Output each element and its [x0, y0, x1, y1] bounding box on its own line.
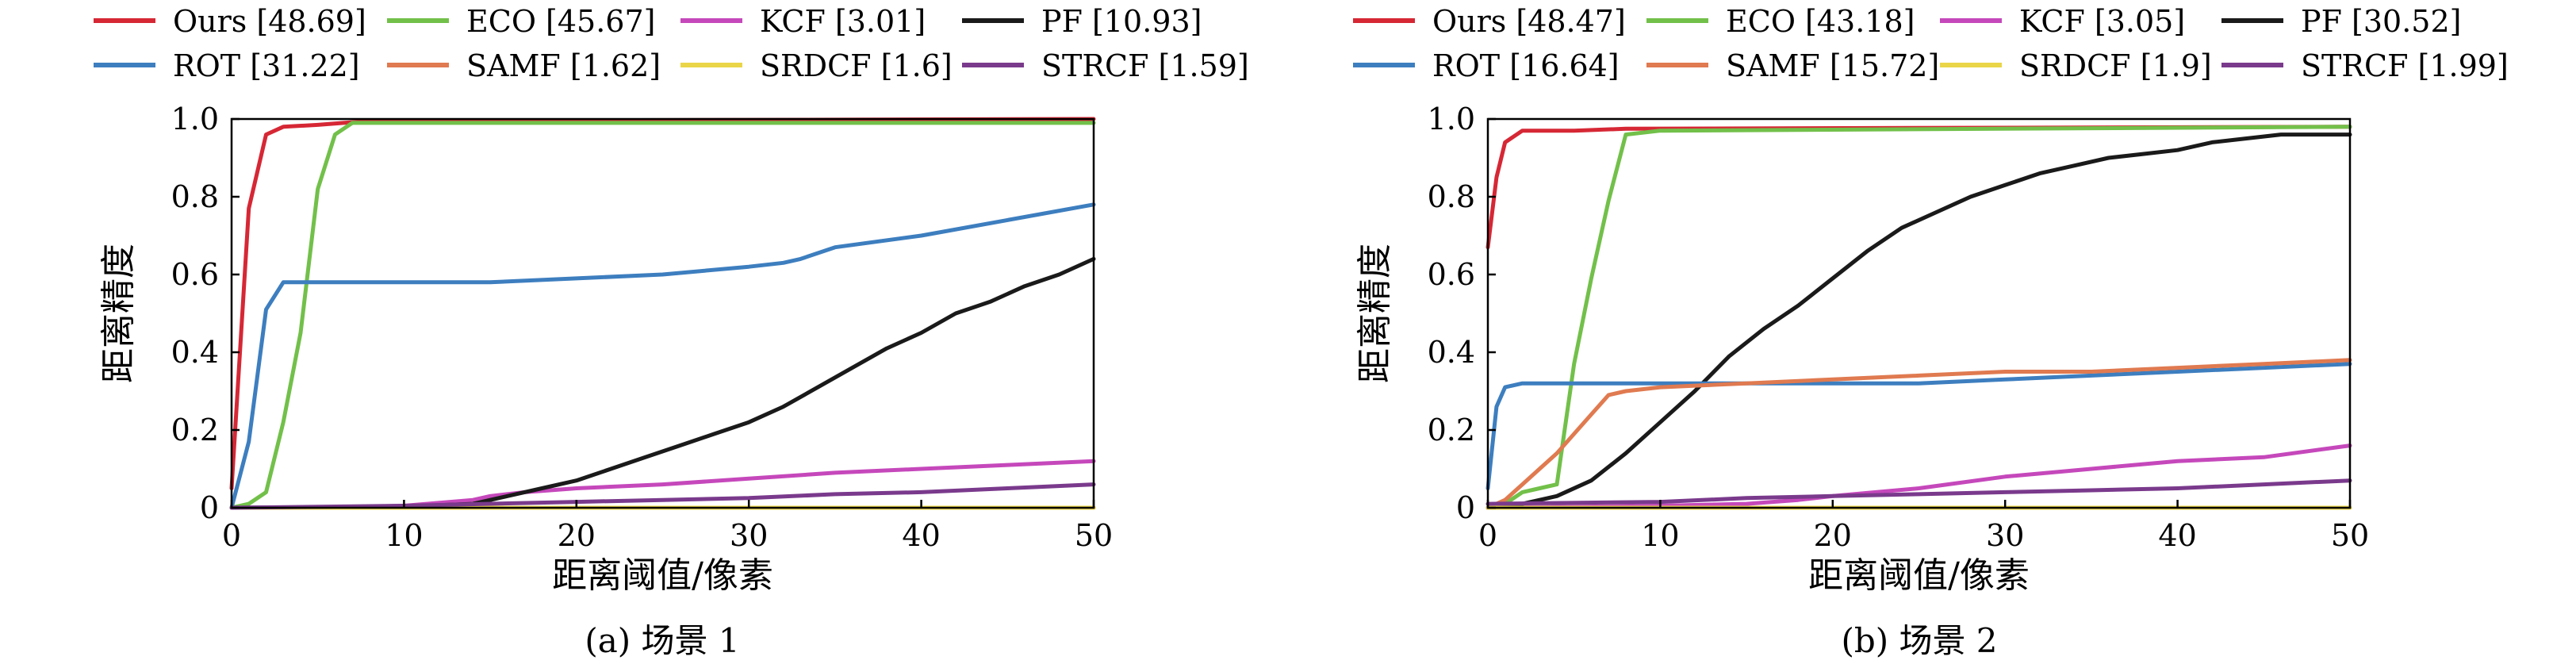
- chart-panel-2: 0 10 20 30 40 50 0 0.2 0.4 0.6 0.8 1.0 距离阈值/像素 距离精度 (b…: [1353, 4, 2509, 660]
- series-line-4: [1485, 132, 2352, 510]
- y-axis-label: 距离精度: [98, 244, 139, 383]
- y-tick-label: 1.0: [1428, 102, 1475, 136]
- series-line-6: [1485, 358, 2352, 510]
- legend-label: KCF [3.05]: [2019, 4, 2185, 39]
- x-tick-label: 50: [2331, 518, 2369, 553]
- x-tick-label: 20: [1814, 518, 1852, 553]
- series-line-5: [1485, 362, 2352, 490]
- x-tick-label: 0: [1478, 518, 1497, 553]
- series-line-2: [1485, 125, 2352, 510]
- series-line-5: [229, 202, 1096, 510]
- legend-label: Ours [48.47]: [1432, 4, 1626, 39]
- y-tick-label: 0.6: [171, 257, 219, 292]
- series-line-1: [229, 117, 1096, 490]
- x-axis-label: 距离阈值/像素: [1808, 555, 2030, 596]
- y-axis-label: 距离精度: [1355, 244, 1395, 383]
- y-tick-label: 0.2: [171, 413, 219, 447]
- series-line-1: [1485, 125, 2352, 250]
- x-tick-label: 30: [730, 518, 768, 553]
- y-tick-label: 0.2: [1428, 413, 1475, 447]
- x-tick-label: 20: [558, 518, 596, 553]
- x-tick-label: 50: [1075, 518, 1113, 553]
- legend-label: ROT [31.22]: [173, 48, 360, 83]
- legend-label: PF [30.52]: [2301, 4, 2461, 39]
- legend-label: Ours [48.69]: [173, 4, 366, 39]
- series-line-8: [1485, 478, 2352, 506]
- y-tick-label: 0.8: [1428, 179, 1475, 214]
- legend-label: STRCF [1.59]: [1041, 48, 1249, 83]
- y-tick-label: 0: [1456, 490, 1475, 525]
- legend-label: PF [10.93]: [1041, 4, 1202, 39]
- chart-panel-1: 0 10 20 30 40 50 0 0.2 0.4 0.6 0.8 1.0 距离阈值/像素 距离精度 (a…: [94, 4, 1249, 660]
- y-tick-label: 0.4: [171, 335, 219, 370]
- plot-frame: [230, 117, 1095, 509]
- x-tick-label: 30: [1986, 518, 2024, 553]
- series-line-2: [229, 121, 1096, 510]
- series-line-3: [1485, 443, 2352, 510]
- x-tick-label: 10: [1641, 518, 1679, 553]
- series-line-8: [229, 482, 1096, 510]
- x-tick-label: 40: [902, 518, 940, 553]
- legend: Ours [48.69] ECO [45.67] KCF [3.01] PF [10.…: [94, 4, 1249, 83]
- x-tick-label: 0: [222, 518, 241, 553]
- chart-caption: (a) 场景 1: [585, 621, 739, 660]
- y-tick-label: 1.0: [171, 102, 219, 136]
- legend-label: ROT [16.64]: [1432, 48, 1620, 83]
- y-tick-label: 0: [200, 490, 219, 525]
- y-tick-label: 0.4: [1428, 335, 1475, 370]
- legend-label: KCF [3.01]: [760, 4, 926, 39]
- legend-label: SAMF [15.72]: [1726, 48, 1939, 83]
- y-tick-label: 0.8: [171, 179, 219, 214]
- legend-label: SRDCF [1.6]: [760, 48, 953, 83]
- legend: Ours [48.47] ECO [43.18] KCF [3.05] PF [30.…: [1353, 4, 2509, 83]
- series-line-4: [229, 256, 1096, 510]
- legend-label: SRDCF [1.9]: [2019, 48, 2212, 83]
- legend-label: ECO [43.18]: [1726, 4, 1915, 39]
- plot-frame: [1486, 117, 2352, 509]
- x-tick-label: 10: [385, 518, 423, 553]
- legend-label: STRCF [1.99]: [2301, 48, 2509, 83]
- y-tick-label: 0.6: [1428, 257, 1475, 292]
- legend-label: SAMF [1.62]: [466, 48, 661, 83]
- chart-caption: (b) 场景 2: [1841, 621, 1997, 660]
- x-axis-label: 距离阈值/像素: [552, 555, 773, 596]
- legend-label: ECO [45.67]: [466, 4, 655, 39]
- x-tick-label: 40: [2158, 518, 2196, 553]
